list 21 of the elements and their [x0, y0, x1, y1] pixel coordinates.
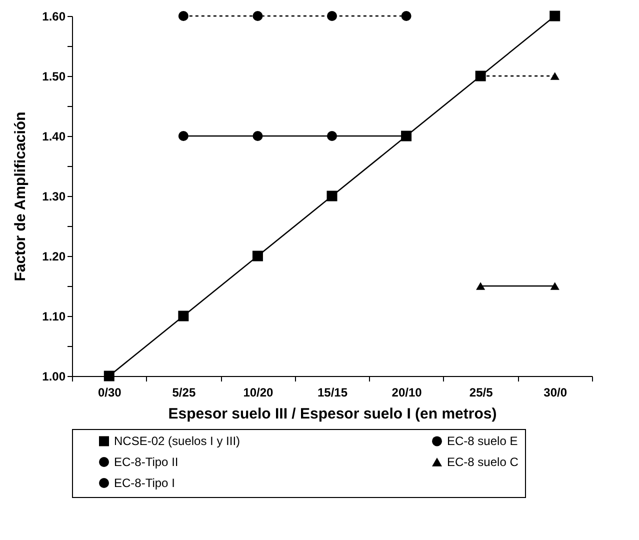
legend-label: EC-8 suelo E	[447, 434, 518, 448]
x-axis-title: Espesor suelo III / Espesor suelo I (en metros)	[168, 406, 497, 422]
y-tick-label: 1.60	[42, 10, 66, 24]
x-tick-label: 25/5	[469, 386, 494, 400]
x-tick-label: 5/25	[172, 386, 196, 400]
legend-label: EC-8-Tipo II	[114, 455, 178, 469]
y-tick-label: 1.50	[42, 70, 66, 84]
x-tick-label: 15/15	[317, 386, 348, 400]
y-tick-label: 1.20	[42, 250, 66, 264]
legend-label: NCSE-02 (suelos I y III)	[114, 434, 240, 448]
x-tick-label: 0/30	[98, 386, 122, 400]
y-tick-label: 1.00	[42, 370, 66, 384]
legend-label: EC-8-Tipo I	[114, 476, 175, 490]
x-tick-label: 20/10	[392, 386, 422, 400]
x-tick-label: 10/20	[243, 386, 274, 400]
x-tick-label: 30/0	[544, 386, 568, 400]
y-tick-label: 1.10	[42, 310, 66, 324]
legend-label: EC-8 suelo C	[447, 455, 519, 469]
y-tick-label: 1.30	[42, 190, 66, 204]
y-tick-label: 1.40	[42, 130, 66, 144]
y-axis-title: Factor de Amplificación	[12, 112, 30, 282]
